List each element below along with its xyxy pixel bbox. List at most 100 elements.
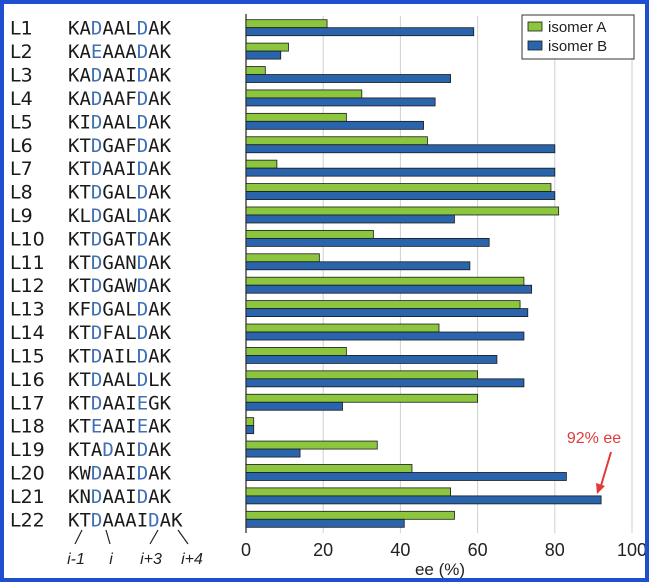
sequence-L14: KTDFALDAK [68,322,172,344]
x-tick-label: 60 [468,540,488,560]
row-labels: L1 KADAALDAK L2 KAEAAADAK L3 KADAAIDAK L4 KADAA… [10,18,183,532]
bar-isomer-a-L5 [245,112,347,122]
x-tick-label: 0 [241,540,251,560]
row-label-L11: L11 [10,252,45,274]
bar-isomer-a-L14 [245,323,440,333]
row-label-L18: L18 [10,416,45,438]
row-label-L5: L5 [10,111,33,133]
sequence-L18: KTEAAIEAK [68,416,172,438]
sequence-L9: KLDGALDAK [68,205,172,227]
bar-isomer-b-L12 [245,284,533,294]
bar-isomer-b-L8 [245,191,556,200]
row-label-L3: L3 [10,65,33,87]
row-label-L20: L20 [10,462,45,484]
legend-label-isomer-a: isomer A [548,19,606,36]
bar-isomer-b-L7 [245,167,556,177]
row-label-L22: L22 [10,509,45,531]
row-label-L12: L12 [10,275,45,297]
bar-chart: L1 KADAALDAK L2 KAEAAADAK L3 KADAAIDAK L4 KADAA… [10,14,645,578]
pos-line-i+3 [149,529,159,545]
bar-isomer-b-L14 [245,331,525,341]
bar-isomer-a-L7 [245,159,278,169]
legend-swatch-isomer-a [527,21,543,32]
sequence-L2: KAEAAADAK [68,41,172,63]
bar-isomer-a-L3 [245,66,266,75]
bar-isomer-a-L19 [245,440,378,450]
row-label-L8: L8 [10,182,33,204]
row-label-L14: L14 [10,322,45,344]
bar-isomer-b-L17 [245,401,343,411]
bar-isomer-b-L5 [245,120,424,130]
sequence-L8: KTDGALDAK [68,182,172,204]
x-axis-ticks: 0 20 40 60 80 100 [241,540,645,560]
row-label-L10: L10 [10,228,45,250]
bar-isomer-a-L13 [245,300,521,310]
x-tick-label: 40 [390,540,410,560]
x-tick-label: 80 [545,540,565,560]
bar-isomer-a-L16 [245,370,479,380]
bar-isomer-b-L9 [245,214,455,224]
bar-isomer-a-L8 [245,183,552,192]
row-label-L17: L17 [10,392,45,414]
bar-isomer-b-L1 [245,27,475,37]
bar-isomer-b-L13 [245,308,529,318]
bar-isomer-b-L2 [245,50,282,60]
bar-isomer-a-L21 [245,487,451,497]
pos-label-i+4: i+4 [181,551,203,568]
bar-isomer-b-L21 [245,495,602,505]
bar-isomer-a-L18 [245,417,255,427]
x-tick-label: 100 [617,540,645,560]
sequence-L3: KADAAIDAK [68,65,172,87]
bar-isomer-a-L10 [245,229,374,239]
row-label-L6: L6 [10,135,33,157]
row-label-L4: L4 [10,88,33,110]
bars-layer [245,19,602,528]
x-axis-label: ee (%) [415,560,465,578]
sequence-L12: KTDGAWDAK [68,275,172,297]
legend-label-isomer-b: isomer B [548,38,607,55]
x-tick-label: 20 [313,540,333,560]
row-label-L1: L1 [10,18,33,40]
pos-line-i+4 [177,529,189,545]
bar-isomer-a-L22 [245,510,455,520]
bar-isomer-a-L17 [245,393,479,403]
bar-isomer-a-L12 [245,276,525,286]
row-label-L7: L7 [10,158,33,180]
row-label-L21: L21 [10,486,45,508]
annotation: 92% ee [567,430,621,494]
bar-isomer-a-L1 [245,19,328,29]
bar-isomer-a-L9 [245,206,560,216]
pos-label-i+3: i+3 [140,551,162,568]
row-label-L16: L16 [10,369,45,391]
bar-isomer-b-L6 [245,144,556,154]
bar-isomer-b-L3 [245,74,451,83]
pos-label-i: i [109,551,113,568]
row-label-L19: L19 [10,439,45,461]
bar-isomer-b-L19 [245,448,301,458]
sequence-L19: KTADAIDAK [68,439,172,461]
bar-isomer-a-L11 [245,253,320,263]
pos-label-i-1: i-1 [67,551,85,568]
bar-isomer-b-L10 [245,237,490,247]
bar-isomer-a-L6 [245,136,428,146]
annotation-arrowhead [596,483,605,494]
bar-isomer-a-L15 [245,347,347,356]
sequence-L5: KIDAALDAK [68,111,172,133]
bar-isomer-a-L4 [245,89,363,99]
bar-isomer-b-L11 [245,261,471,271]
sequence-L15: KTDAILDAK [68,345,172,367]
bar-isomer-b-L4 [245,97,436,107]
annotation-text: 92% ee [567,430,621,447]
legend: isomer A isomer B [521,14,635,60]
position-markers: i-1 i i+3 i+4 [67,529,203,568]
bar-isomer-b-L20 [245,472,567,481]
row-label-L2: L2 [10,41,33,63]
bar-isomer-b-L22 [245,518,405,528]
row-label-L9: L9 [10,205,33,227]
pos-line-i-1 [74,529,83,545]
sequence-L6: KTDGAFDAK [68,135,172,157]
sequence-L4: KADAAFDAK [68,88,172,110]
sequence-L13: KFDGALDAK [68,299,172,321]
sequence-L11: KTDGANDAK [68,252,172,274]
row-label-L13: L13 [10,299,45,321]
